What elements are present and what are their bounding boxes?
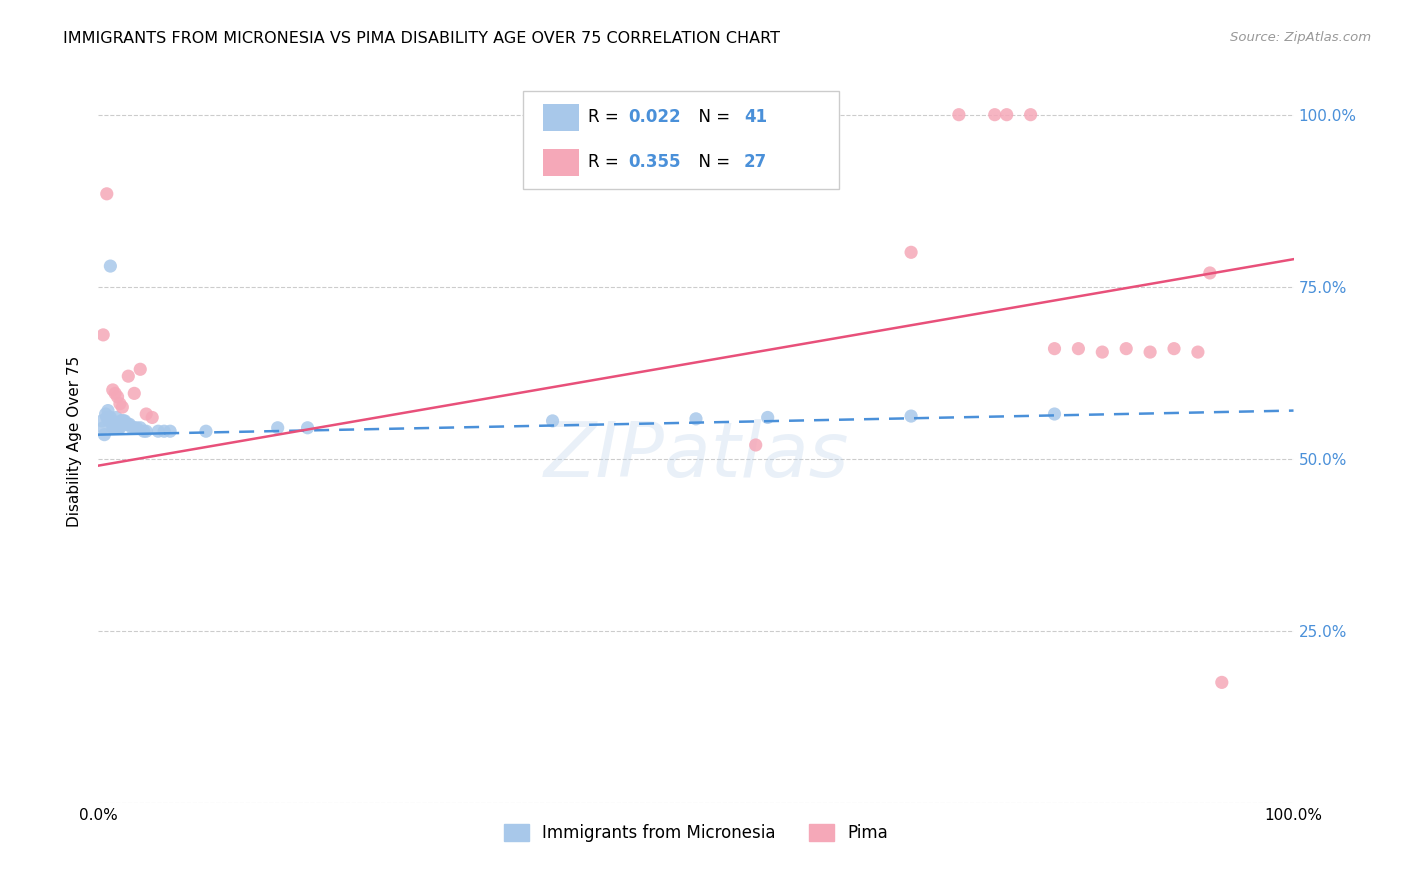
Point [118,417,141,432]
Point [984,108,1007,122]
Point [900,409,922,423]
Point [97,403,120,417]
Point [745,438,768,452]
Point [94,407,117,421]
Point [1187,345,1209,359]
Point [195,424,218,438]
FancyBboxPatch shape [543,103,579,131]
Point [1091,345,1114,359]
Point [104,421,127,435]
Point [141,410,163,425]
Point [1163,342,1185,356]
Point [132,424,155,438]
Text: N =: N = [688,153,735,171]
Point [159,424,181,438]
FancyBboxPatch shape [543,149,579,177]
Point [91,327,114,342]
Point [100,414,122,428]
Point [1067,342,1090,356]
Point [112,414,135,428]
Point [91,414,114,428]
Text: 27: 27 [744,153,768,171]
Point [93,427,115,442]
Point [1139,345,1161,359]
Point [101,421,124,435]
Point [129,421,152,435]
Point [96,410,118,425]
Point [124,421,146,435]
Point [111,414,134,428]
Text: Source: ZipAtlas.com: Source: ZipAtlas.com [1230,31,1371,45]
Legend: Immigrants from Micronesia, Pima: Immigrants from Micronesia, Pima [498,817,894,848]
Y-axis label: Disability Age Over 75: Disability Age Over 75 [67,356,83,527]
Point [1043,342,1066,356]
Text: 41: 41 [744,108,766,127]
Point [1211,675,1233,690]
Text: 0.355: 0.355 [628,153,681,171]
Point [108,421,131,435]
Point [948,108,970,122]
Point [104,386,127,401]
Point [103,421,125,435]
Point [267,421,290,435]
Point [900,245,922,260]
Point [96,186,118,201]
Point [129,362,152,376]
Point [1043,407,1066,421]
Point [107,421,129,435]
Point [98,414,121,428]
Point [153,424,176,438]
Point [685,412,707,426]
Text: ZIPatlas: ZIPatlas [543,419,849,493]
Point [297,421,319,435]
Point [1199,266,1222,280]
Text: IMMIGRANTS FROM MICRONESIA VS PIMA DISABILITY AGE OVER 75 CORRELATION CHART: IMMIGRANTS FROM MICRONESIA VS PIMA DISAB… [63,31,780,46]
Point [98,259,122,273]
Point [98,410,122,425]
Point [541,414,564,428]
Point [1019,108,1042,122]
Point [91,421,114,435]
Point [995,108,1018,122]
Point [148,424,170,438]
Point [105,410,128,425]
Text: N =: N = [688,108,735,127]
Text: 0.022: 0.022 [628,108,681,127]
Text: R =: R = [589,153,624,171]
Point [101,383,124,397]
Point [117,369,139,384]
Point [111,400,134,414]
Point [125,421,148,435]
Point [756,410,779,425]
FancyBboxPatch shape [523,91,839,189]
Point [107,421,129,435]
Point [110,414,132,428]
Point [115,417,138,432]
Point [117,417,139,432]
Point [135,407,157,421]
Point [121,421,143,435]
Point [124,386,146,401]
Point [108,397,131,411]
Point [114,414,136,428]
Point [135,424,157,438]
Text: R =: R = [589,108,624,127]
Point [107,390,129,404]
Point [1115,342,1137,356]
